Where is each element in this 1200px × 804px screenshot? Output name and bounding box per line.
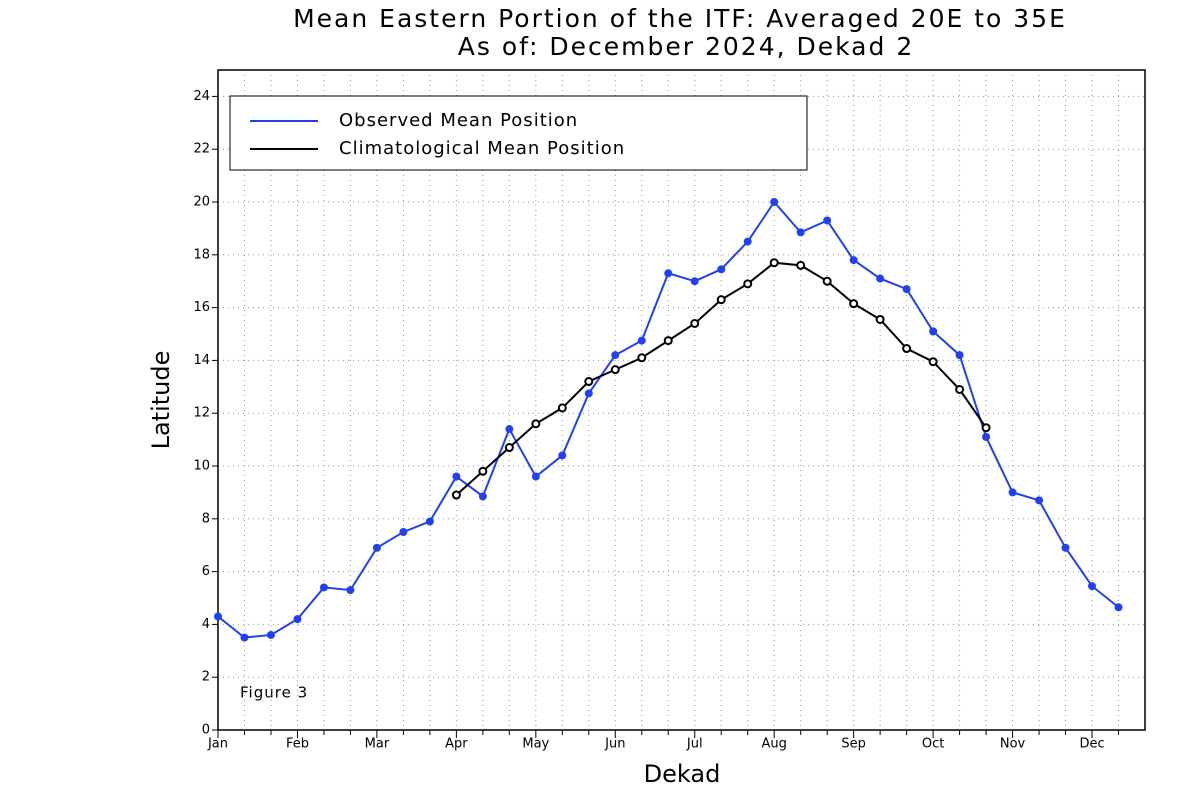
data-point [558, 451, 567, 460]
data-point [690, 277, 699, 286]
chart-title: Mean Eastern Portion of the ITF: Average… [293, 4, 1067, 33]
x-tick-label: Aug [762, 737, 787, 752]
x-tick-label: Feb [286, 737, 309, 752]
data-point [478, 466, 488, 476]
data-point [1008, 488, 1017, 497]
x-tick-label: Apr [445, 737, 468, 752]
x-axis-label: Dekad [644, 760, 721, 788]
data-point [1114, 603, 1123, 612]
legend-box [229, 95, 808, 171]
x-tick-label: Sep [841, 737, 866, 752]
data-point [610, 365, 620, 375]
data-point [478, 492, 487, 501]
data-point [240, 633, 249, 642]
y-tick-label: 20 [193, 195, 210, 210]
x-tick-label: Mar [365, 737, 390, 752]
data-point [531, 472, 540, 481]
legend-label: Climatological Mean Position [339, 138, 625, 159]
y-axis-label: Latitude [147, 351, 175, 450]
data-point [955, 351, 964, 360]
data-point [823, 216, 832, 225]
data-point [584, 389, 593, 398]
data-point [796, 260, 806, 270]
x-tick-label: Jun [604, 737, 625, 752]
data-point [955, 384, 965, 394]
y-tick-label: 14 [193, 353, 210, 368]
x-tick-label: May [522, 737, 549, 752]
data-point [372, 543, 381, 552]
data-point [293, 615, 302, 624]
data-point [584, 377, 594, 387]
y-tick-label: 6 [202, 564, 210, 579]
data-point [663, 336, 673, 346]
data-point [849, 256, 858, 265]
y-tick-label: 4 [202, 617, 210, 632]
data-point [690, 318, 700, 328]
series-line [217, 200, 1120, 639]
data-point [822, 276, 832, 286]
y-tick-label: 0 [202, 723, 210, 738]
y-tick-label: 18 [193, 247, 210, 262]
data-point [716, 295, 726, 305]
data-point [266, 630, 275, 639]
data-point [902, 285, 911, 294]
legend-label: Observed Mean Position [339, 110, 578, 131]
data-point [611, 351, 620, 360]
data-point [902, 344, 912, 354]
data-point [452, 472, 461, 481]
data-point [743, 279, 753, 289]
x-tick-label: Jul [686, 737, 703, 752]
y-tick-label: 16 [193, 300, 210, 315]
y-tick-label: 10 [193, 459, 210, 474]
data-point [504, 443, 514, 453]
data-point [876, 274, 885, 283]
y-tick-label: 8 [202, 511, 210, 526]
x-tick-label: Nov [1000, 737, 1026, 752]
data-point [425, 517, 434, 526]
data-point [743, 237, 752, 246]
data-point [770, 198, 779, 206]
y-tick-label: 12 [193, 406, 210, 421]
data-point [664, 269, 673, 278]
data-point [929, 327, 938, 336]
data-point [637, 353, 647, 363]
data-point [1088, 582, 1097, 591]
data-point [849, 299, 859, 309]
data-point [557, 403, 567, 413]
y-tick-label: 2 [202, 670, 210, 685]
x-tick-label: Dec [1079, 737, 1104, 752]
x-tick-label: Jan [207, 737, 228, 752]
x-tick-label: Oct [922, 737, 944, 752]
data-point [214, 612, 222, 621]
data-point [637, 336, 646, 345]
data-point [875, 314, 885, 324]
plot-frame [217, 69, 1146, 731]
data-point [796, 228, 805, 237]
annotation: Figure 3 [240, 684, 308, 702]
data-point [769, 258, 779, 268]
data-point [717, 265, 726, 274]
data-point [531, 419, 541, 429]
data-point [399, 528, 408, 536]
data-point [928, 357, 938, 367]
data-point [982, 432, 991, 441]
data-point [505, 425, 514, 434]
data-point [981, 423, 991, 433]
data-point [319, 583, 328, 592]
data-point [346, 586, 355, 595]
data-point [1061, 543, 1070, 552]
y-tick-label: 24 [193, 89, 210, 104]
y-tick-label: 22 [193, 142, 210, 157]
chart-subtitle: As of: December 2024, Dekad 2 [458, 32, 914, 61]
data-point [1035, 496, 1044, 505]
data-point [451, 490, 461, 500]
